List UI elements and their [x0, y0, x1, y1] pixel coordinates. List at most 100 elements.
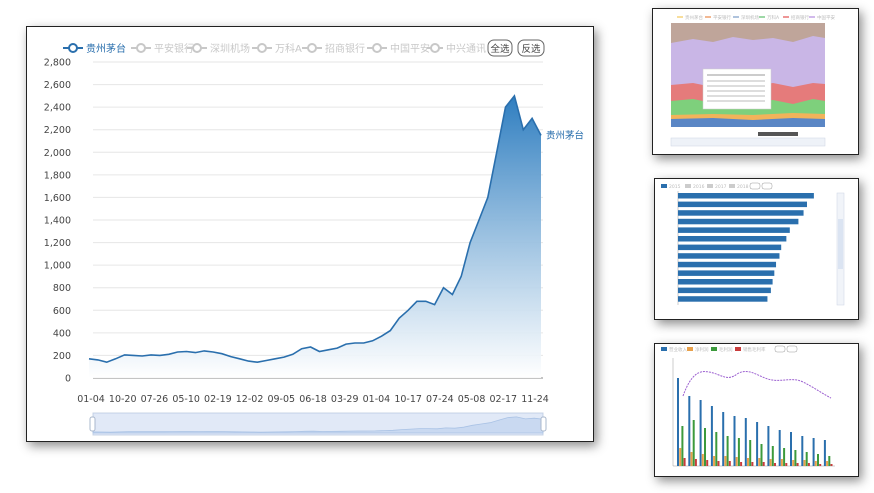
legend-marker-icon	[136, 43, 146, 53]
y-tick-label: 2,600	[44, 80, 71, 91]
legend-item-shenzhen-airport[interactable]: 深圳机场	[187, 42, 250, 55]
x-tick-label: 05-08	[458, 394, 486, 405]
thumb3-bar	[692, 420, 695, 466]
thumb3-bar	[801, 436, 804, 466]
thumb2-bar	[678, 261, 777, 268]
thumb3-bar	[740, 462, 743, 466]
thumb3-bar	[735, 457, 738, 466]
zoom-left-handle[interactable]	[89, 416, 96, 432]
x-tick-label: 06-18	[299, 394, 327, 405]
x-axis: 01-04 10-20 07-26 05-10 02-19 12-02 09-05 06-18…	[77, 394, 549, 405]
thumb3-bar	[778, 430, 781, 466]
data-zoom-preview	[92, 416, 544, 434]
thumb3-bar	[803, 460, 806, 466]
thumb3-bar	[688, 396, 691, 466]
thumb2-bar	[678, 227, 790, 233]
thumb3-bar	[817, 454, 819, 466]
thumb2-legend-label: 2015	[669, 184, 681, 190]
thumb2-legend: 2015 2016 2017 2018	[661, 182, 773, 190]
invert-selection-label: 反选	[521, 43, 541, 55]
y-axis: 0 200 400 600 800 1,000 1,200 1,400 1,600 1,800 2,…	[44, 58, 71, 385]
thumb3-bar	[762, 462, 765, 466]
thumb3-select-all-button[interactable]	[774, 345, 786, 353]
thumb3-bar	[706, 460, 709, 466]
thumb3-bar	[704, 428, 706, 466]
thumb3-bar	[677, 378, 679, 466]
thumb3-bar	[780, 459, 783, 466]
x-tick-label: 02-17	[489, 394, 517, 405]
thumb3-bar	[737, 438, 740, 466]
thumb2-bar	[678, 279, 773, 285]
thumb3-bar	[717, 461, 720, 466]
legend-item-pingan-bank[interactable]: 平安银行	[131, 42, 194, 55]
legend-label: 平安银行	[154, 42, 194, 55]
data-zoom-selection[interactable]	[93, 413, 543, 435]
thumb3-bar	[826, 461, 829, 466]
legend-item-guizhou-maotai[interactable]: 贵州茅台	[63, 42, 126, 55]
x-tick-label: 10-20	[109, 394, 137, 405]
thumb3-bar	[758, 458, 761, 466]
x-tick-label: 01-04	[77, 394, 105, 405]
legend-item-ping-an-insurance[interactable]: 中国平安	[367, 42, 430, 55]
thumb1-legend-label: 中国平安	[817, 14, 835, 21]
thumb2-select-all-button[interactable]	[749, 182, 761, 190]
thumb1-zoom-slider[interactable]	[670, 137, 826, 147]
thumb1-legend-label: 平安银行	[713, 14, 731, 21]
y-tick-label: 2,200	[44, 125, 71, 136]
zoom-right-handle[interactable]	[540, 416, 547, 432]
thumb3-bar	[794, 450, 797, 466]
legend-label: 万科A	[275, 42, 302, 55]
x-tick-label: 07-26	[141, 394, 169, 405]
thumb3-bar	[744, 418, 747, 466]
thumb3-bar	[722, 412, 725, 466]
thumb3-bar	[812, 438, 815, 466]
select-all-button[interactable]: 全选	[487, 39, 513, 57]
thumb3-bar	[724, 456, 727, 466]
legend-label: 深圳机场	[210, 42, 250, 55]
thumbnail-stacked-area-chart[interactable]: 贵州茅台 平安银行 深圳机场 万科A 招商银行 中国平安	[652, 8, 859, 155]
thumb3-bar	[749, 440, 752, 466]
x-tick-label: 07-24	[426, 394, 454, 405]
thumb3-bar	[823, 440, 826, 466]
thumb3-bar	[694, 459, 697, 466]
y-tick-label: 800	[53, 283, 71, 294]
legend-item-zte[interactable]: 中兴通讯	[427, 42, 486, 55]
thumb3-bar	[760, 444, 763, 466]
series-line[interactable]	[88, 94, 542, 364]
x-tick-label: 11-24	[521, 394, 549, 405]
y-tick-label: 1,600	[44, 193, 71, 204]
legend-label: 中国平安	[390, 42, 430, 55]
thumb2-bar	[678, 218, 799, 225]
thumb3-bar	[756, 422, 759, 466]
legend-item-vanke[interactable]: 万科A	[252, 42, 302, 55]
thumbnail-horizontal-bar-chart[interactable]: 2015 2016 2017 2018	[654, 178, 859, 320]
thumb3-bar	[747, 458, 749, 466]
data-zoom-slider[interactable]	[89, 412, 547, 436]
thumb3-bar	[683, 458, 686, 466]
x-tick-label: 01-04	[363, 394, 391, 405]
thumb3-invert-button[interactable]	[786, 345, 798, 353]
horizontal-bar-chart: 2015 2016 2017 2018	[661, 182, 845, 306]
legend-marker-icon	[430, 43, 440, 53]
thumb2-bar	[678, 236, 787, 242]
thumb2-invert-button[interactable]	[761, 182, 773, 190]
thumb2-slider-handle[interactable]	[838, 219, 843, 269]
thumb3-bar	[679, 448, 682, 466]
thumb3-legend-label: 毛利润	[719, 346, 733, 353]
chart-legend: 贵州茅台 平安银行 深圳机场 万科A 招商银行	[63, 39, 545, 57]
invert-selection-button[interactable]: 反选	[517, 39, 545, 57]
thumb2-bars	[678, 193, 814, 302]
thumb2-legend-label: 2018	[737, 184, 749, 190]
thumbnail-bar-line-chart[interactable]: 营业收入 净利润 毛利润 销售毛利率	[654, 343, 859, 477]
thumb3-bar	[819, 464, 822, 466]
legend-marker-icon	[192, 43, 202, 53]
thumb3-bar	[715, 432, 718, 466]
series-area-fill	[89, 95, 541, 379]
thumb3-bar	[699, 400, 702, 466]
y-tick-label: 2,400	[44, 103, 71, 114]
thumb3-bar	[728, 461, 731, 466]
thumb3-legend-label: 营业收入	[669, 346, 687, 353]
legend-item-cmb[interactable]: 招商银行	[302, 42, 365, 55]
thumb3-bar	[767, 426, 770, 466]
y-tick-label: 2,000	[44, 148, 71, 159]
